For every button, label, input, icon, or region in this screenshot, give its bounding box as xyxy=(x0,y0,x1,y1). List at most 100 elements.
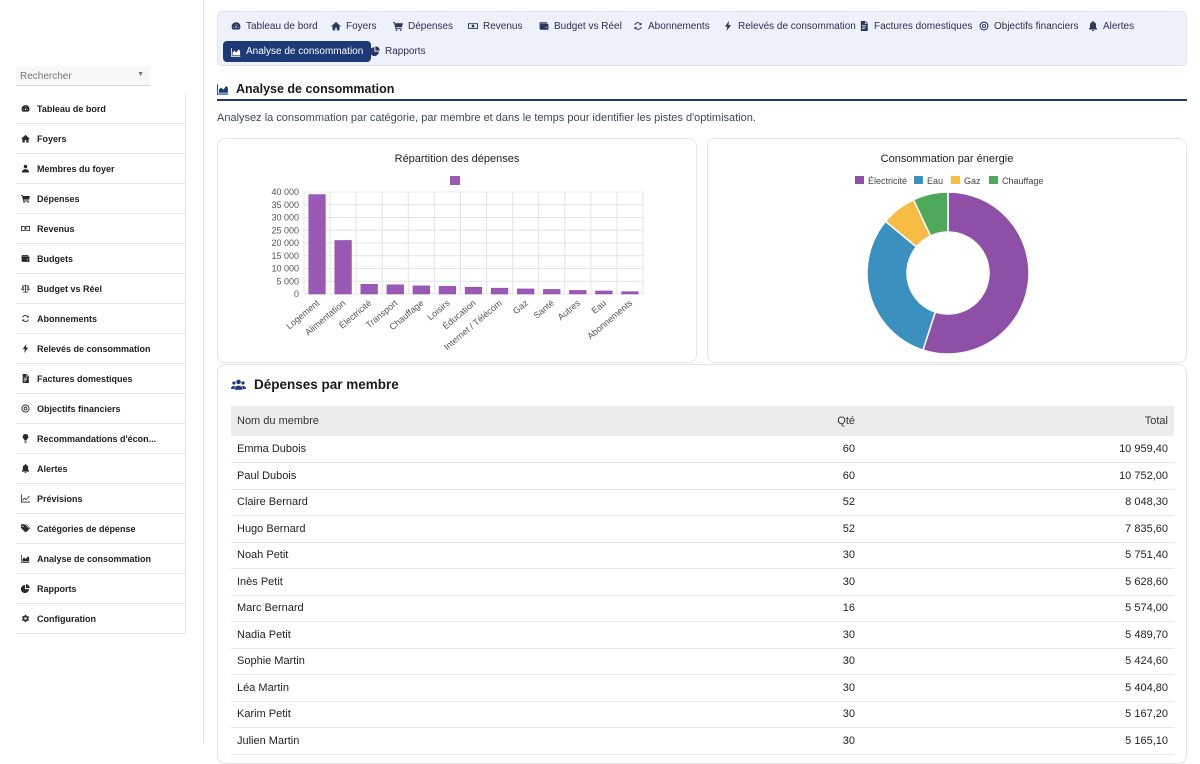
nav-item-bell[interactable]: Alertes xyxy=(1080,16,1142,36)
search-input[interactable] xyxy=(16,67,150,86)
nav-item-bolt[interactable]: Relevés de consommation xyxy=(715,16,864,36)
bar[interactable] xyxy=(438,286,457,295)
pie-chart-icon xyxy=(370,46,380,56)
table-row[interactable]: Nadia Petit 30 5 489,70 xyxy=(231,621,1174,649)
sidebar-item-label: Abonnements xyxy=(37,313,98,324)
nav-item-label: Rapports xyxy=(385,45,426,57)
table-row[interactable]: Noah Petit 30 5 751,40 xyxy=(231,542,1174,569)
member-qty: 30 xyxy=(791,621,861,649)
search-box[interactable]: ▼ xyxy=(16,66,150,86)
table-row[interactable]: Léa Martin 30 5 404,80 xyxy=(231,674,1174,702)
bar[interactable] xyxy=(360,284,378,295)
nav-item-target[interactable]: Objectifs financiers xyxy=(971,16,1086,36)
nav-item-label: Factures domestiques xyxy=(874,20,973,32)
page-description: Analysez la consommation par catégorie, … xyxy=(217,112,756,124)
nav-item-home[interactable]: Foyers xyxy=(323,16,385,36)
sidebar-item-refresh[interactable]: Abonnements xyxy=(16,304,185,334)
bar[interactable] xyxy=(621,291,639,295)
nav-item-area-chart[interactable]: Analyse de consommation xyxy=(223,41,372,62)
sidebar-item-balance[interactable]: Budget vs Réel xyxy=(16,274,185,304)
member-name: Inès Petit xyxy=(231,568,791,596)
bar[interactable] xyxy=(595,290,613,295)
member-qty: 30 xyxy=(791,701,861,728)
sidebar-item-cart[interactable]: Dépenses xyxy=(16,184,185,214)
bar[interactable] xyxy=(308,194,326,295)
tags-icon xyxy=(19,523,31,535)
bar[interactable] xyxy=(386,284,404,295)
energy-donut-chart: Électricité Eau Gaz Chauffage xyxy=(855,176,1043,355)
x-tick-label: Eau xyxy=(589,298,608,316)
sidebar-item-money[interactable]: Revenus xyxy=(16,214,185,244)
users-icon xyxy=(231,378,246,391)
table-row[interactable]: Claire Bernard 52 8 048,30 xyxy=(231,489,1174,516)
nav-item-wallet[interactable]: Budget vs Réel xyxy=(531,16,630,36)
member-total: 10 752,00 xyxy=(861,462,1174,490)
y-tick-label: 30 000 xyxy=(271,213,299,223)
x-tick-label: Abonnements xyxy=(585,298,634,342)
area-chart-icon xyxy=(19,553,31,565)
sidebar-item-label: Configuration xyxy=(37,613,96,624)
sidebar-item-bolt[interactable]: Relevés de consommation xyxy=(16,334,185,364)
table-row[interactable]: Emma Dubois 60 10 959,40 xyxy=(231,436,1174,463)
table-row[interactable]: Hugo Bernard 52 7 835,60 xyxy=(231,515,1174,543)
members-section-title: Dépenses par membre xyxy=(231,377,399,392)
sidebar-item-bell[interactable]: Alertes xyxy=(16,454,185,484)
sidebar-item-pie-chart[interactable]: Rapports xyxy=(16,574,185,604)
bar[interactable] xyxy=(517,288,535,295)
sidebar-item-gear[interactable]: Configuration xyxy=(16,604,185,634)
line-chart-icon xyxy=(19,493,31,505)
bolt-icon xyxy=(19,343,31,355)
sidebar-item-target[interactable]: Objectifs financiers xyxy=(16,394,185,424)
bar[interactable] xyxy=(334,240,352,295)
bar[interactable] xyxy=(569,290,587,295)
sidebar-item-home[interactable]: Foyers xyxy=(16,124,185,154)
member-qty: 60 xyxy=(791,436,861,463)
donut-slice[interactable] xyxy=(922,191,1030,355)
donut-slice[interactable] xyxy=(866,220,937,351)
expense-breakdown-card: Répartition des dépenses 0 5 000 10 000 15 … xyxy=(217,138,697,363)
bar[interactable] xyxy=(543,289,561,295)
nav-item-label: Dépenses xyxy=(408,20,454,32)
y-tick-label: 25 000 xyxy=(271,225,299,235)
nav-item-invoice[interactable]: Factures domestiques xyxy=(851,16,980,36)
sidebar-item-label: Rapports xyxy=(37,583,77,594)
nav-item-money[interactable]: Revenus xyxy=(460,16,530,36)
table-row[interactable]: Marc Bernard 16 5 574,00 xyxy=(231,595,1174,622)
table-row[interactable]: Inès Petit 30 5 628,60 xyxy=(231,568,1174,596)
bar[interactable] xyxy=(490,287,509,295)
sidebar-item-line-chart[interactable]: Prévisions xyxy=(16,484,185,514)
table-row[interactable]: Paul Dubois 60 10 752,00 xyxy=(231,462,1174,490)
legend-label: Eau xyxy=(927,176,943,186)
sidebar-item-user[interactable]: Membres du foyer xyxy=(16,154,185,184)
sidebar-item-invoice[interactable]: Factures domestiques xyxy=(16,364,185,394)
sidebar-item-tags[interactable]: Catégories de dépense xyxy=(16,514,185,544)
nav-item-cart[interactable]: Dépenses xyxy=(385,16,461,36)
sidebar-item-area-chart[interactable]: Analyse de consommation xyxy=(16,544,185,574)
y-tick-label: 0 xyxy=(294,289,299,299)
sidebar-item-label: Catégories de dépense xyxy=(37,523,136,534)
column-header-qty[interactable]: Qté xyxy=(791,406,861,436)
nav-item-label: Budget vs Réel xyxy=(554,20,622,32)
column-header-name[interactable]: Nom du membre xyxy=(231,406,791,436)
target-icon xyxy=(979,21,989,31)
sidebar-item-label: Alertes xyxy=(37,463,68,474)
bell-icon xyxy=(19,463,31,475)
nav-item-refresh[interactable]: Abonnements xyxy=(625,16,718,36)
refresh-icon xyxy=(19,313,31,325)
column-header-total[interactable]: Total xyxy=(861,406,1174,436)
sidebar-item-lightbulb[interactable]: Recommandations d'écon... xyxy=(16,424,185,454)
wallet-icon xyxy=(539,21,549,31)
table-row[interactable]: Karim Petit 30 5 167,20 xyxy=(231,701,1174,728)
chevron-down-icon[interactable]: ▼ xyxy=(137,71,144,78)
bar[interactable] xyxy=(412,285,430,295)
table-row[interactable]: Julien Martin 30 5 165,10 xyxy=(231,727,1174,755)
donut-slice[interactable] xyxy=(912,191,949,237)
sidebar-item-dashboard[interactable]: Tableau de bord xyxy=(16,94,185,124)
wallet-icon xyxy=(19,253,31,265)
table-row[interactable]: Sophie Martin 30 5 424,60 xyxy=(231,648,1174,675)
nav-item-dashboard[interactable]: Tableau de bord xyxy=(223,16,326,36)
sidebar-item-wallet[interactable]: Budgets xyxy=(16,244,185,274)
bar[interactable] xyxy=(464,286,483,295)
member-qty: 30 xyxy=(791,568,861,596)
nav-item-pie-chart[interactable]: Rapports xyxy=(362,41,434,61)
